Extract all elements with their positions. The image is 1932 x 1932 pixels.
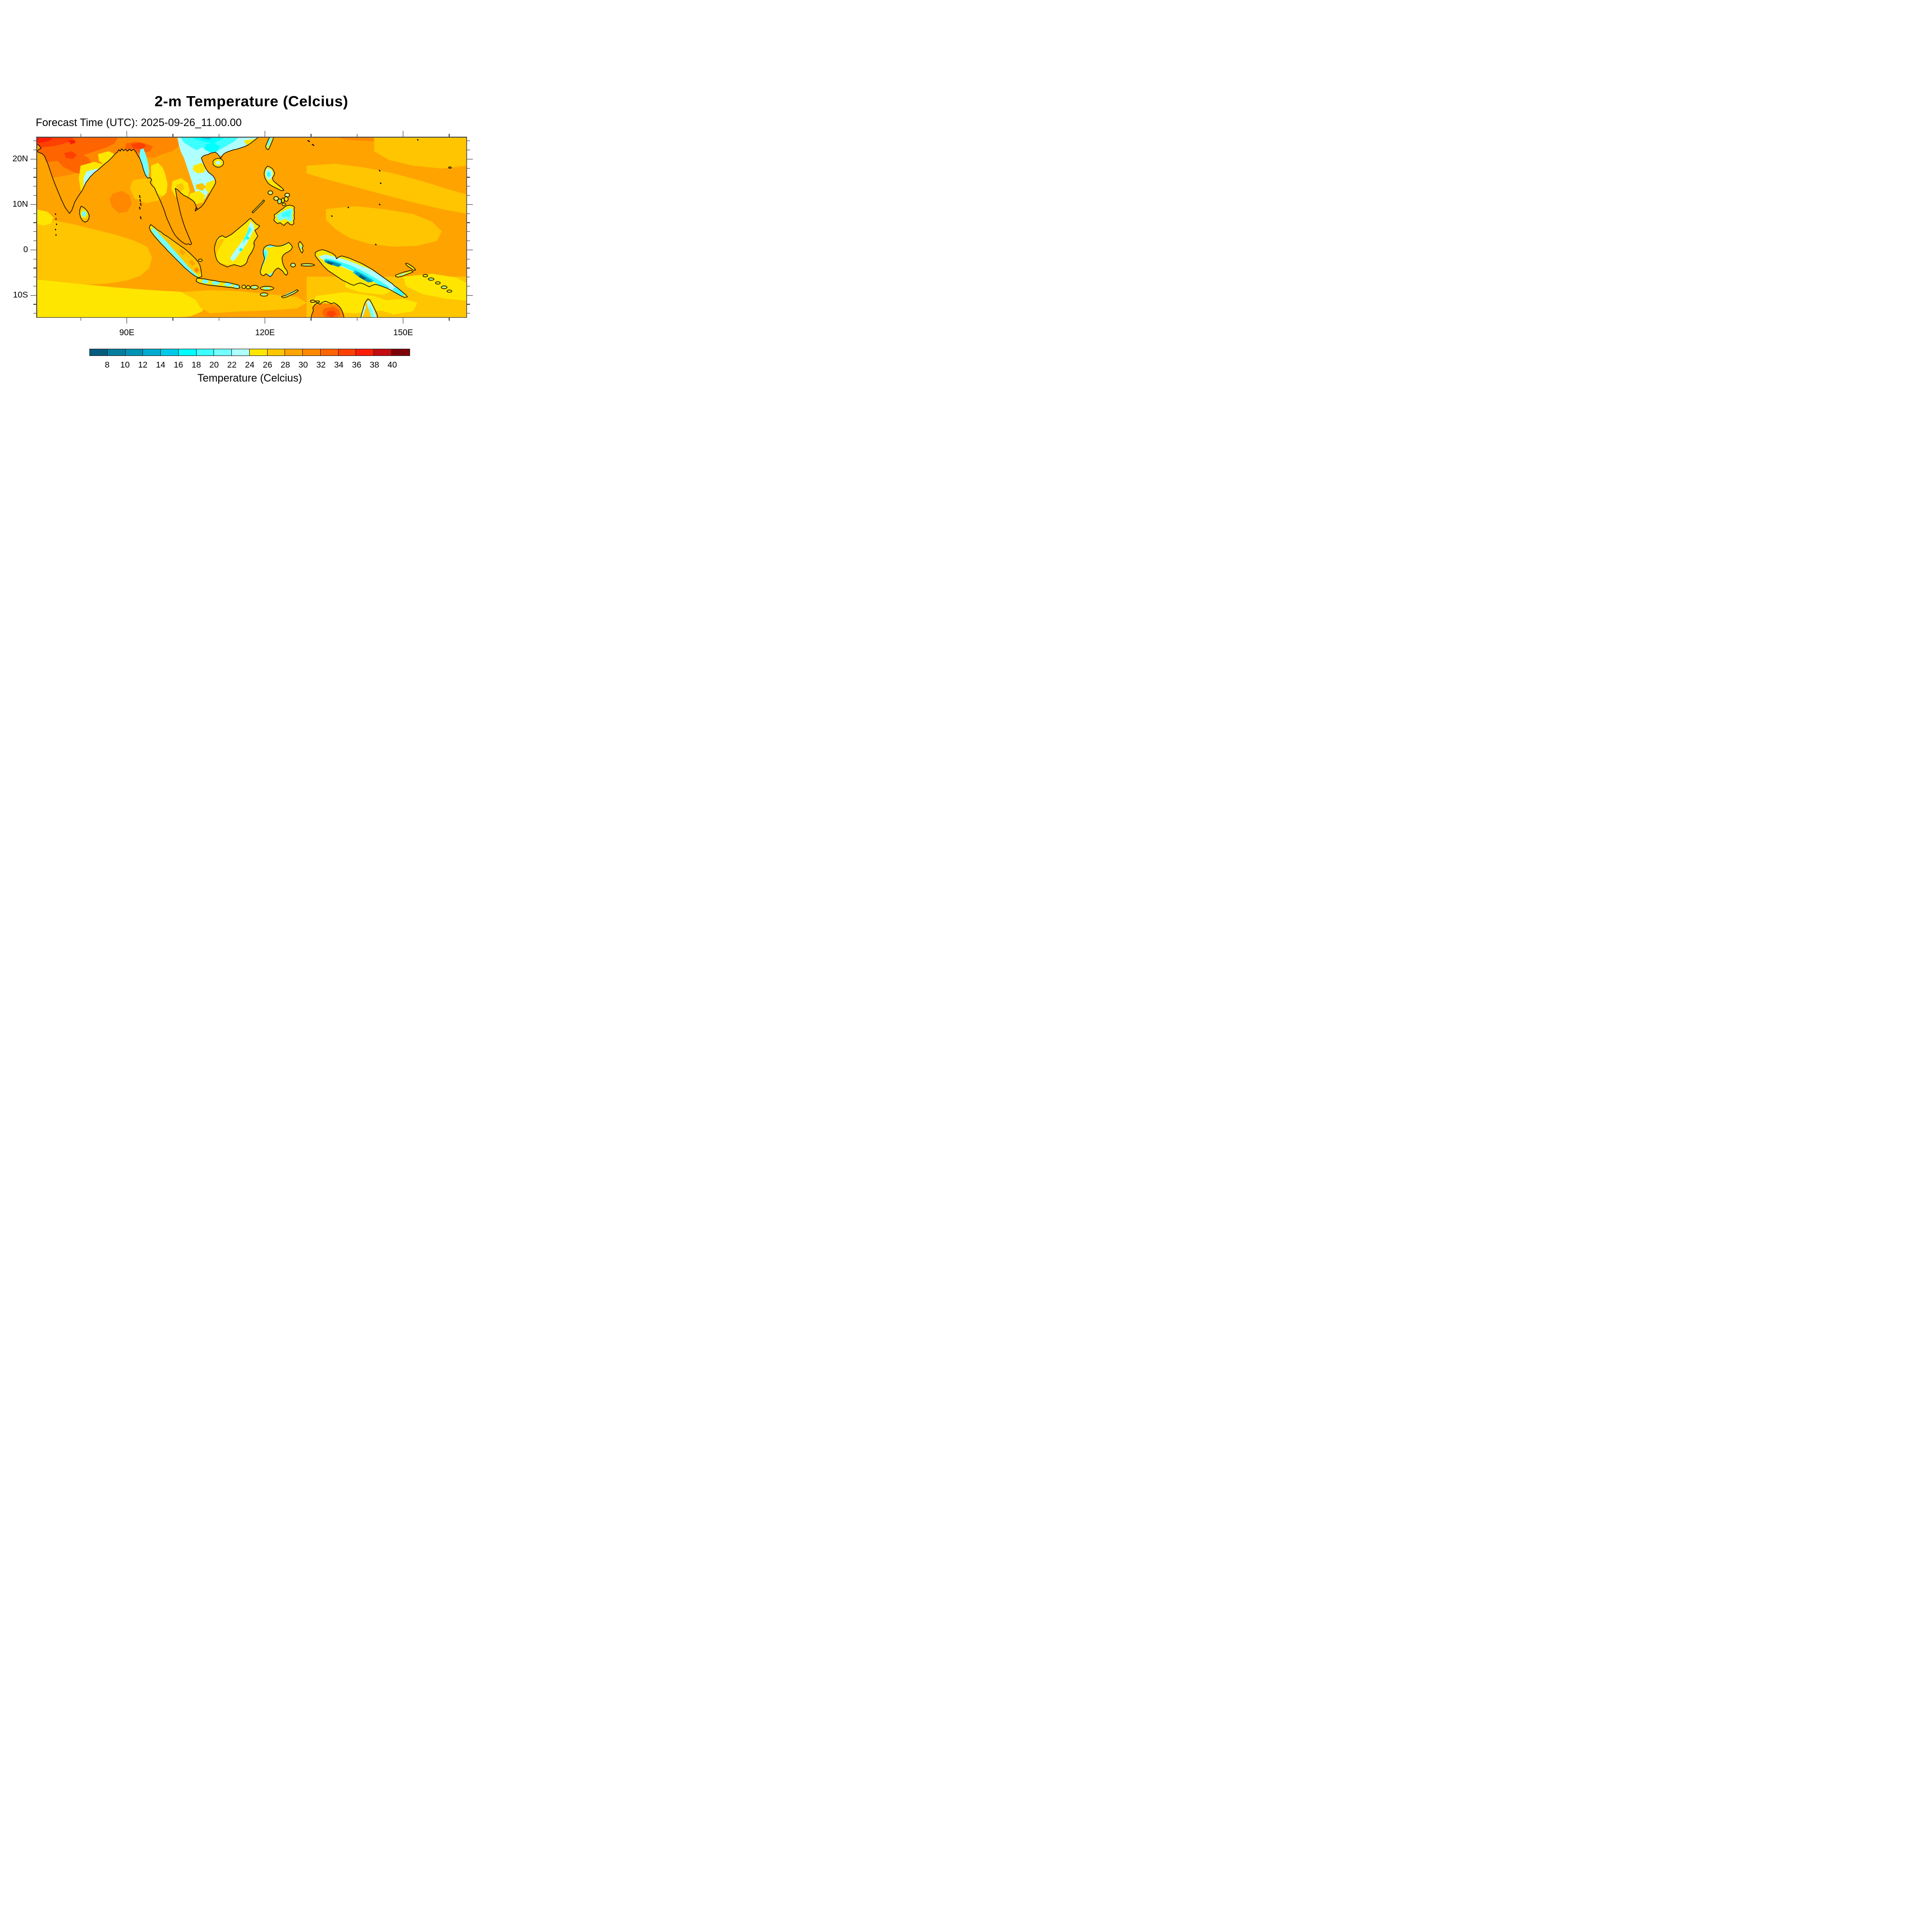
y-minor-tick-right xyxy=(467,168,470,169)
x-axis-label-120E: 120E xyxy=(255,327,275,337)
colorbar-cell-17 xyxy=(392,349,410,355)
y-minor-tick-left xyxy=(33,168,36,169)
temperature-field-svg xyxy=(36,136,468,318)
colorbar-cell-8 xyxy=(232,349,250,355)
colorbar-label-16: 16 xyxy=(173,360,184,369)
y-major-tick-left xyxy=(30,295,36,296)
colorbar-label-12: 12 xyxy=(138,360,148,369)
colorbar xyxy=(89,349,410,356)
ocean-temperature-patches xyxy=(36,136,468,318)
colorbar-label-10: 10 xyxy=(120,360,130,369)
colorbar-label-36: 36 xyxy=(352,360,362,369)
y-major-tick-right xyxy=(467,249,473,251)
x-major-tick-bottom xyxy=(402,318,404,324)
y-minor-tick-left xyxy=(33,213,36,214)
y-minor-tick-right xyxy=(467,195,470,196)
colorbar-label-14: 14 xyxy=(156,360,166,369)
x-major-tick-top xyxy=(264,130,266,137)
colorbar-cell-2 xyxy=(125,349,143,355)
y-minor-tick-right xyxy=(467,222,470,223)
colorbar-cell-9 xyxy=(249,349,268,355)
colorbar-label-38: 38 xyxy=(369,360,379,369)
colorbar-label-32: 32 xyxy=(316,360,326,369)
colorbar-label-40: 40 xyxy=(387,360,397,369)
x-axis-label-150E: 150E xyxy=(393,327,413,337)
y-major-tick-left xyxy=(30,158,36,160)
weather-plot-page: 2-m Temperature (Celcius) Forecast Time … xyxy=(0,0,483,483)
colorbar-label-28: 28 xyxy=(281,360,290,369)
map-frame xyxy=(36,136,468,318)
y-major-tick-left xyxy=(30,249,36,251)
colorbar-cell-14 xyxy=(338,349,356,355)
colorbar-cell-6 xyxy=(196,349,214,355)
x-major-tick-bottom xyxy=(264,318,266,324)
colorbar-cell-15 xyxy=(356,349,374,355)
y-major-tick-right xyxy=(467,295,473,296)
y-minor-tick-left xyxy=(33,222,36,223)
colorbar-cell-1 xyxy=(107,349,126,355)
colorbar-label-24: 24 xyxy=(245,360,255,369)
colorbar-cell-4 xyxy=(161,349,179,355)
colorbar-cell-5 xyxy=(178,349,197,355)
x-axis-label-90E: 90E xyxy=(119,327,135,337)
y-minor-tick-left xyxy=(33,231,36,232)
forecast-time-label: Forecast Time (UTC): 2025-09-26_11.00.00 xyxy=(36,116,242,128)
page-title: 2-m Temperature (Celcius) xyxy=(154,93,349,110)
y-minor-tick-right xyxy=(467,213,470,214)
y-major-tick-right xyxy=(467,204,473,205)
small-island-fills xyxy=(79,136,452,303)
colorbar-label-26: 26 xyxy=(263,360,272,369)
y-axis-label-20N: 20N xyxy=(12,154,28,164)
x-minor-tick-top xyxy=(172,133,173,137)
colorbar-label-34: 34 xyxy=(334,360,344,369)
colorbar-cell-13 xyxy=(320,349,339,355)
temperature-map xyxy=(36,136,468,318)
colorbar-cell-0 xyxy=(90,349,108,355)
colorbar-cell-7 xyxy=(214,349,232,355)
colorbar-cell-10 xyxy=(267,349,285,355)
x-minor-tick-bottom xyxy=(172,318,173,321)
y-axis-label-0: 0 xyxy=(23,244,28,255)
colorbar-cell-16 xyxy=(374,349,392,355)
coastlines xyxy=(36,136,452,318)
colorbar-cell-12 xyxy=(303,349,321,355)
colorbar-label-20: 20 xyxy=(209,360,219,369)
y-axis-label-10S: 10S xyxy=(13,290,28,300)
y-major-tick-left xyxy=(30,204,36,205)
colorbar-label-18: 18 xyxy=(191,360,201,369)
colorbar-cell-3 xyxy=(143,349,161,355)
y-axis-label-10N: 10N xyxy=(12,199,28,209)
colorbar-label-8: 8 xyxy=(105,360,110,369)
y-major-tick-right xyxy=(467,158,473,160)
colorbar-title: Temperature (Celcius) xyxy=(197,372,302,384)
colorbar-label-30: 30 xyxy=(298,360,308,369)
x-major-tick-top xyxy=(126,130,128,137)
x-major-tick-bottom xyxy=(126,318,128,324)
colorbar-label-22: 22 xyxy=(227,360,237,369)
colorbar-cell-11 xyxy=(285,349,303,355)
y-minor-tick-right xyxy=(467,231,470,232)
x-major-tick-top xyxy=(402,130,404,137)
y-minor-tick-left xyxy=(33,195,36,196)
